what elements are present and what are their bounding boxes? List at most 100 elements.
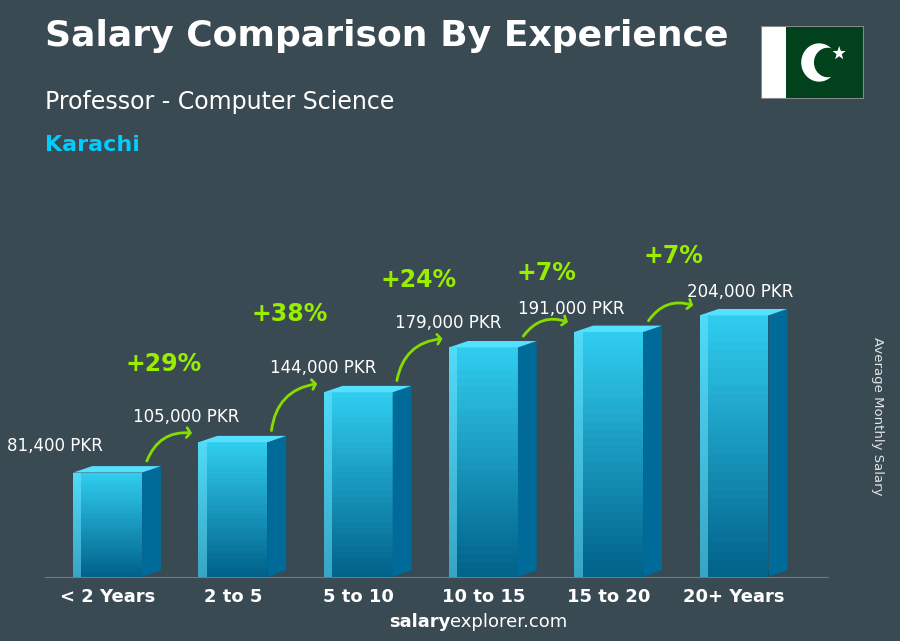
Polygon shape: [574, 332, 644, 340]
Polygon shape: [574, 470, 644, 479]
Polygon shape: [199, 487, 267, 492]
Polygon shape: [449, 523, 518, 531]
Polygon shape: [449, 478, 518, 485]
Text: +7%: +7%: [644, 244, 704, 268]
Polygon shape: [324, 411, 392, 417]
Polygon shape: [199, 492, 267, 496]
Polygon shape: [324, 442, 392, 447]
Polygon shape: [574, 553, 644, 561]
Polygon shape: [574, 454, 644, 463]
Text: Average Monthly Salary: Average Monthly Salary: [871, 337, 884, 496]
Polygon shape: [199, 541, 267, 545]
Polygon shape: [199, 501, 267, 505]
Polygon shape: [699, 385, 769, 394]
Polygon shape: [73, 483, 142, 487]
Polygon shape: [324, 509, 392, 515]
Polygon shape: [449, 570, 536, 577]
Polygon shape: [449, 355, 518, 363]
Polygon shape: [324, 491, 392, 497]
Polygon shape: [324, 553, 392, 558]
Text: Karachi: Karachi: [45, 135, 140, 154]
Polygon shape: [73, 501, 142, 504]
Polygon shape: [449, 439, 518, 447]
Polygon shape: [199, 545, 267, 550]
Polygon shape: [449, 394, 518, 401]
Polygon shape: [324, 447, 392, 454]
Polygon shape: [449, 569, 518, 577]
Polygon shape: [199, 451, 267, 456]
Polygon shape: [574, 438, 644, 446]
Polygon shape: [699, 333, 769, 342]
Polygon shape: [574, 348, 644, 356]
Polygon shape: [199, 447, 267, 451]
Polygon shape: [574, 332, 582, 577]
Polygon shape: [324, 558, 392, 565]
Polygon shape: [199, 572, 267, 577]
Polygon shape: [699, 524, 769, 533]
Polygon shape: [73, 556, 142, 560]
Polygon shape: [449, 493, 518, 501]
Polygon shape: [699, 429, 769, 437]
Polygon shape: [574, 446, 644, 454]
Polygon shape: [449, 431, 518, 439]
Polygon shape: [73, 549, 142, 553]
Polygon shape: [199, 456, 267, 460]
Polygon shape: [814, 48, 842, 77]
Polygon shape: [449, 386, 518, 394]
Polygon shape: [449, 462, 518, 470]
Polygon shape: [142, 466, 161, 577]
Polygon shape: [449, 341, 536, 347]
Polygon shape: [73, 545, 142, 549]
Polygon shape: [324, 503, 392, 509]
Polygon shape: [699, 315, 708, 577]
Polygon shape: [199, 442, 207, 577]
Polygon shape: [324, 540, 392, 546]
Text: Professor - Computer Science: Professor - Computer Science: [45, 90, 394, 113]
Polygon shape: [324, 392, 332, 577]
Bar: [787, 26, 864, 99]
Polygon shape: [324, 454, 392, 460]
Polygon shape: [699, 542, 769, 551]
Polygon shape: [324, 423, 392, 429]
Polygon shape: [199, 514, 267, 519]
Polygon shape: [574, 397, 644, 406]
Polygon shape: [574, 503, 644, 512]
Polygon shape: [574, 495, 644, 503]
Polygon shape: [574, 561, 644, 569]
Polygon shape: [769, 309, 788, 577]
Polygon shape: [324, 515, 392, 522]
Text: +38%: +38%: [251, 302, 328, 326]
Polygon shape: [574, 389, 644, 397]
Polygon shape: [73, 466, 161, 472]
Polygon shape: [199, 554, 267, 559]
Polygon shape: [73, 570, 142, 574]
Text: +7%: +7%: [517, 261, 576, 285]
Polygon shape: [199, 483, 267, 487]
Polygon shape: [449, 363, 518, 370]
Text: 204,000 PKR: 204,000 PKR: [687, 283, 794, 301]
Polygon shape: [449, 485, 518, 493]
Text: 144,000 PKR: 144,000 PKR: [270, 359, 376, 377]
Polygon shape: [73, 514, 142, 518]
Polygon shape: [199, 496, 267, 501]
Text: 81,400 PKR: 81,400 PKR: [7, 437, 103, 454]
Polygon shape: [699, 309, 788, 315]
Polygon shape: [267, 436, 286, 577]
Polygon shape: [449, 370, 518, 378]
Polygon shape: [73, 476, 142, 479]
Polygon shape: [699, 490, 769, 499]
Polygon shape: [699, 455, 769, 463]
Polygon shape: [449, 562, 518, 569]
Polygon shape: [699, 394, 769, 403]
Polygon shape: [699, 507, 769, 516]
Polygon shape: [199, 478, 267, 483]
Polygon shape: [574, 528, 644, 536]
Polygon shape: [199, 442, 267, 447]
Polygon shape: [574, 365, 644, 373]
Polygon shape: [449, 516, 518, 523]
Polygon shape: [324, 546, 392, 553]
Polygon shape: [699, 350, 769, 359]
Polygon shape: [199, 537, 267, 541]
Polygon shape: [449, 347, 518, 355]
Polygon shape: [574, 570, 662, 577]
